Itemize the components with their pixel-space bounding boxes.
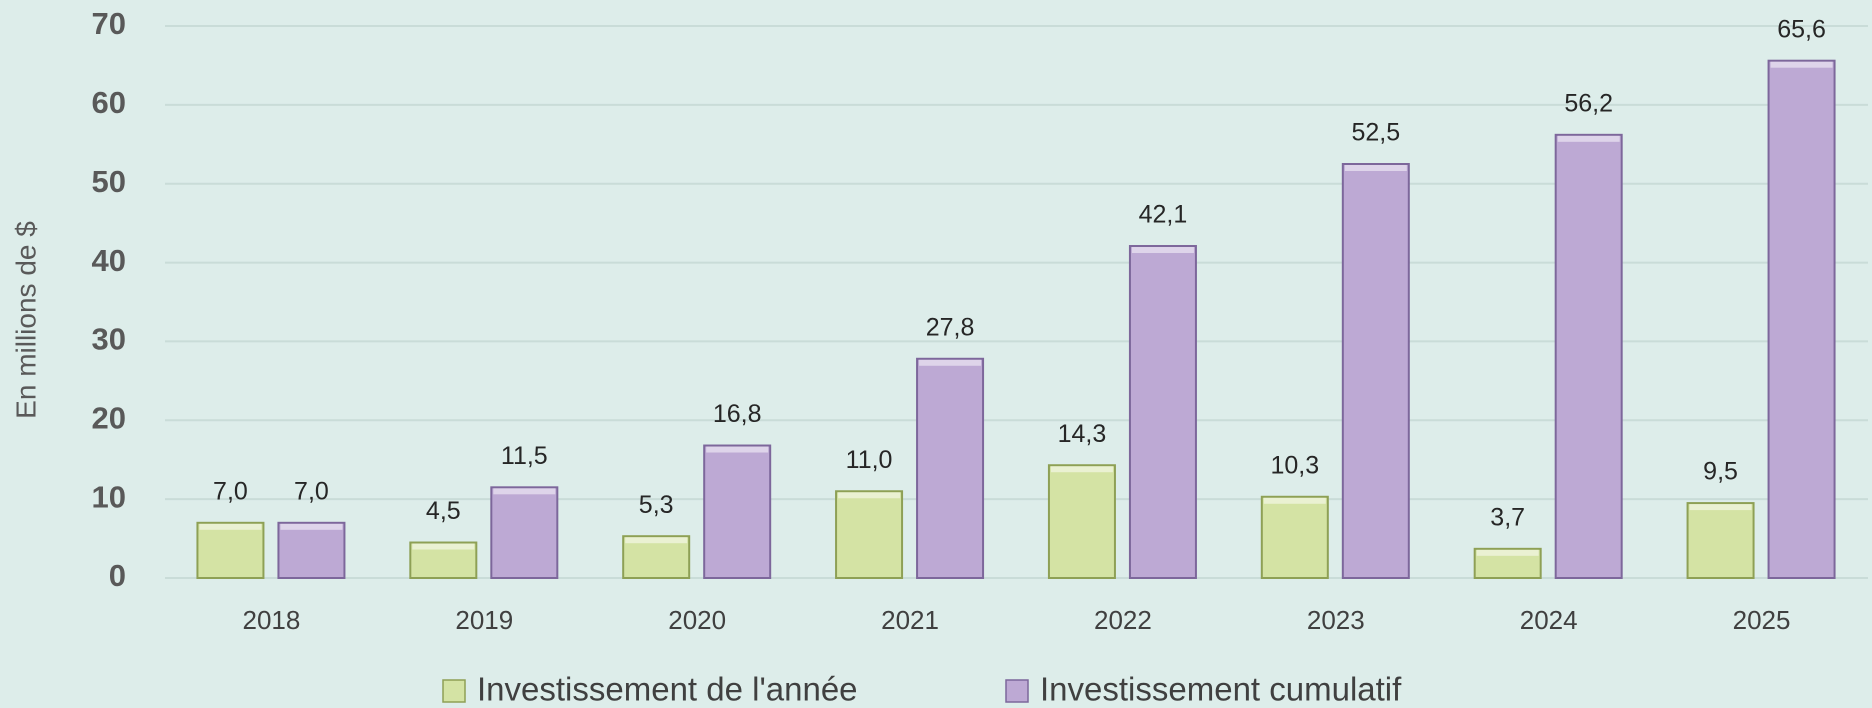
- x-tick-label: 2024: [1520, 605, 1578, 635]
- y-tick-label: 10: [92, 479, 126, 514]
- value-label: 52,5: [1351, 119, 1400, 147]
- bar-highlight: [625, 537, 688, 544]
- bar: [196, 521, 265, 579]
- legend-swatch: [1005, 679, 1029, 703]
- bar-highlight: [1689, 504, 1752, 511]
- bar: [916, 357, 985, 579]
- bar: [490, 486, 559, 580]
- value-label: 3,7: [1490, 503, 1525, 531]
- value-label: 9,5: [1703, 458, 1738, 486]
- bar-highlight: [706, 446, 769, 453]
- y-tick-label: 50: [92, 164, 126, 199]
- bar: [1260, 495, 1329, 579]
- value-label: 16,8: [713, 400, 762, 428]
- y-tick-label: 20: [92, 400, 126, 435]
- bar: [1128, 245, 1197, 580]
- x-tick-label: 2023: [1307, 605, 1365, 635]
- value-label: 11,0: [846, 446, 893, 474]
- legend-label: Investissement de l'année: [477, 671, 858, 708]
- bar-highlight: [1557, 135, 1620, 142]
- value-label: 42,1: [1139, 201, 1188, 229]
- bar: [277, 521, 346, 579]
- bar-highlight: [412, 543, 475, 550]
- value-label: 5,3: [639, 491, 674, 519]
- value-label: 11,5: [501, 442, 548, 470]
- value-label: 4,5: [426, 497, 461, 525]
- bar-highlight: [1050, 466, 1113, 473]
- y-tick-label: 30: [92, 322, 126, 357]
- bar-highlight: [1263, 497, 1326, 504]
- bar: [1554, 133, 1623, 580]
- legend: Investissement de l'année Investissement…: [442, 671, 1402, 708]
- y-tick-label: 70: [92, 6, 126, 41]
- value-label: 65,6: [1777, 15, 1826, 43]
- bar: [1767, 59, 1836, 579]
- value-label: 56,2: [1564, 89, 1613, 117]
- x-tick-label: 2022: [1094, 605, 1152, 635]
- value-label: 14,3: [1058, 420, 1107, 448]
- bar-highlight: [1344, 165, 1407, 171]
- bar: [1686, 502, 1755, 580]
- legend-label: Investissement cumulatif: [1040, 671, 1402, 708]
- value-label: 10,3: [1270, 451, 1319, 479]
- value-label: 7,0: [213, 477, 248, 505]
- bar-highlight: [919, 359, 982, 366]
- x-tick-label: 2025: [1733, 605, 1791, 635]
- bar: [1047, 464, 1116, 579]
- bar-highlight: [1476, 549, 1539, 556]
- bar: [1341, 163, 1410, 579]
- bar-highlight: [1770, 61, 1833, 68]
- x-tick-label: 2020: [668, 605, 726, 635]
- legend-swatch: [442, 679, 466, 703]
- bar: [835, 490, 904, 579]
- bar-highlight: [280, 523, 343, 530]
- bar: [703, 444, 772, 579]
- y-axis-title: En millions de $: [10, 221, 41, 419]
- y-tick-label: 40: [92, 243, 126, 278]
- x-tick-label: 2018: [243, 605, 301, 635]
- bar-highlight: [493, 488, 556, 495]
- x-tick-label: 2021: [881, 605, 939, 635]
- bar-highlight: [838, 492, 901, 499]
- y-tick-label: 0: [109, 558, 126, 593]
- value-label: 27,8: [926, 313, 975, 341]
- bar-highlight: [1131, 247, 1194, 254]
- x-tick-label: 2019: [455, 605, 513, 635]
- value-label: 7,0: [294, 477, 329, 505]
- bar-highlight: [199, 523, 262, 530]
- y-tick-label: 60: [92, 85, 126, 120]
